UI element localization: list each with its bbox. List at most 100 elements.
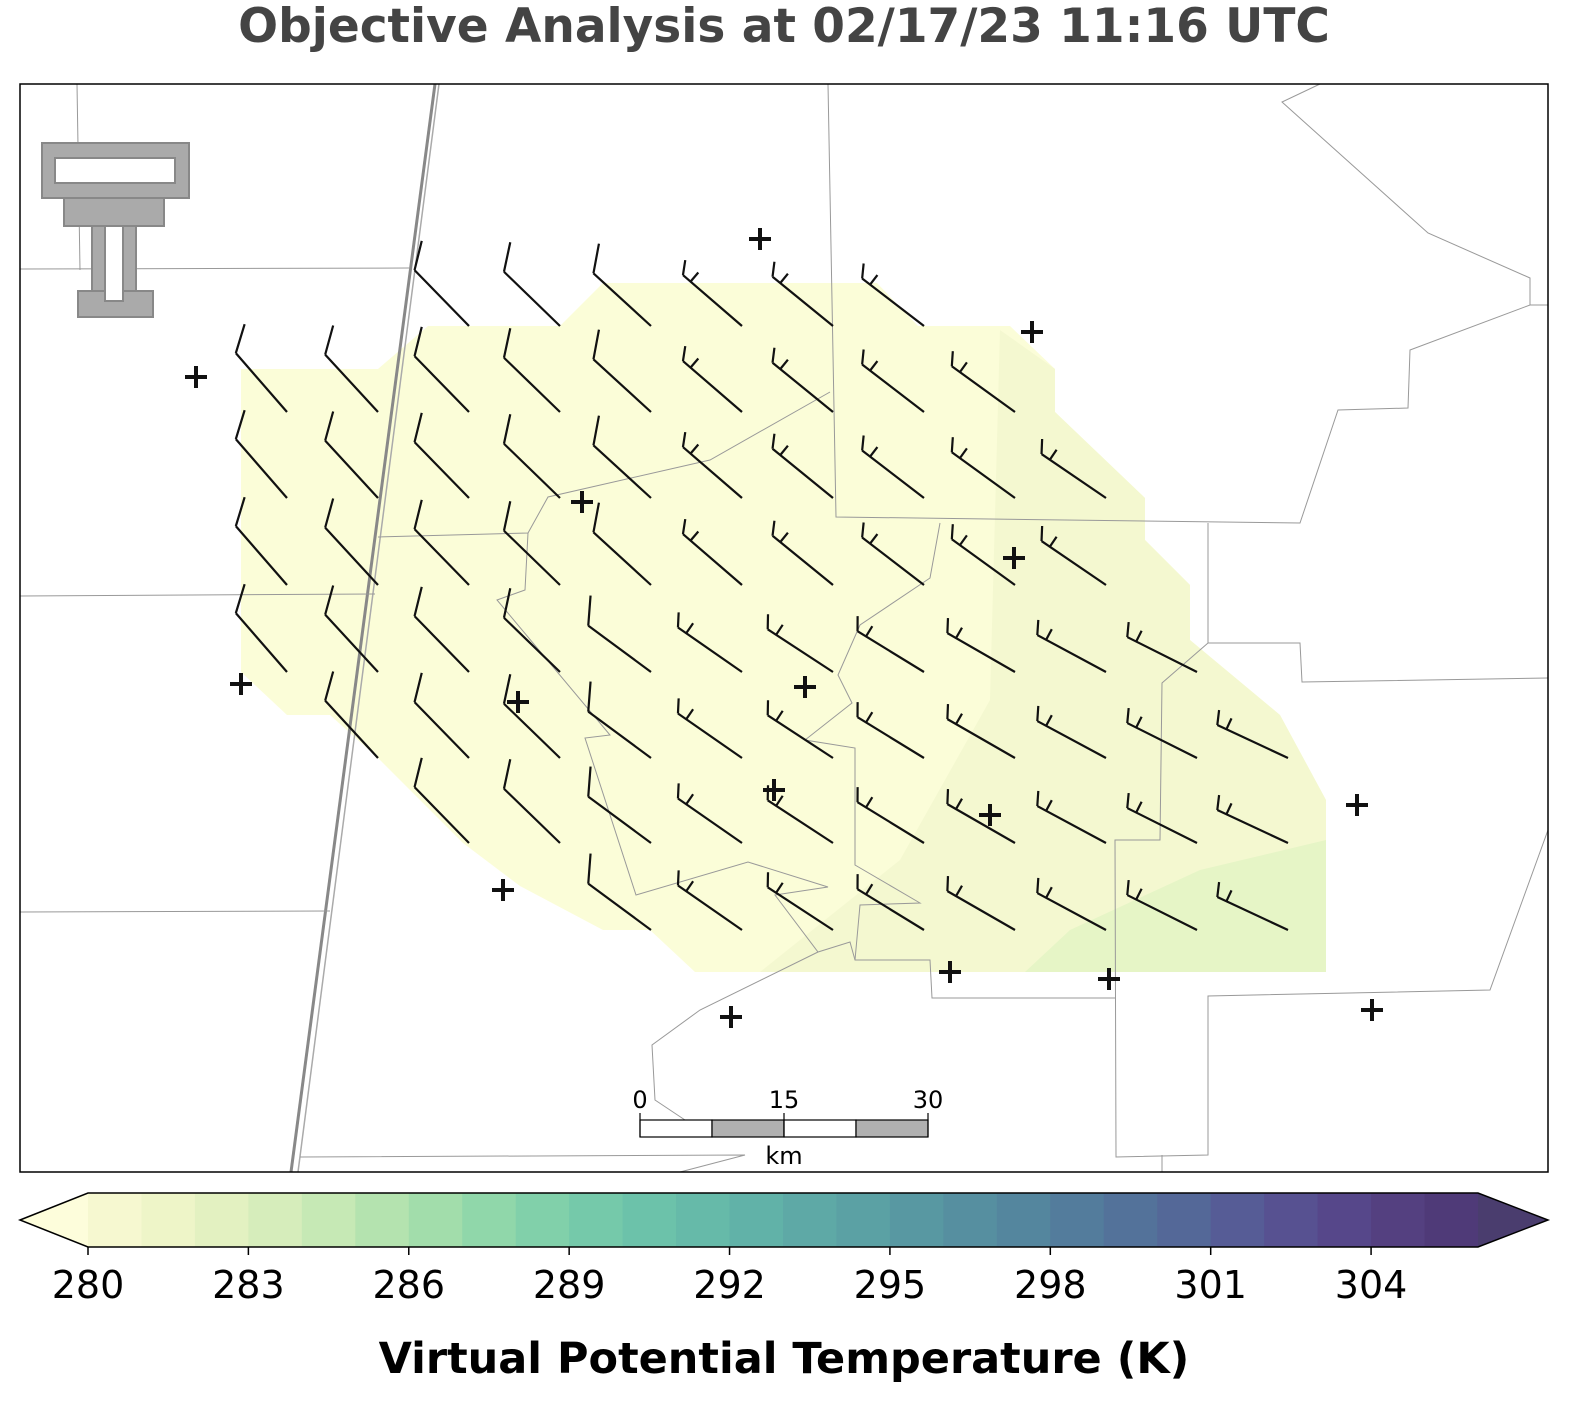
- wind-barb: [681, 518, 743, 586]
- colorbar-level: [1264, 1193, 1319, 1247]
- colorbar-tick-label: 304: [1335, 1263, 1408, 1307]
- wind-barb: [1040, 525, 1107, 586]
- wind-barb: [324, 498, 379, 586]
- wind-barb-tick: [865, 625, 874, 637]
- wind-barb: [856, 787, 925, 844]
- wind-barb: [946, 875, 1016, 931]
- wind-barb-tick: [685, 793, 695, 805]
- station: [230, 673, 252, 695]
- wind-barb-tick: [869, 360, 879, 372]
- station: [794, 676, 816, 698]
- colorbar-level: [301, 1193, 356, 1247]
- wind-barb-tick: [959, 361, 968, 373]
- colorbar-level: [676, 1193, 731, 1247]
- wind-barb: [681, 259, 743, 327]
- wind-barb-tick: [779, 532, 789, 543]
- wind-barb-tick: [685, 880, 695, 892]
- wind-barb: [861, 522, 925, 586]
- wind-barb: [413, 757, 470, 844]
- colorbar-level: [141, 1193, 196, 1247]
- wind-barb: [676, 783, 743, 844]
- wind-barb: [950, 351, 1016, 413]
- wind-barb: [413, 586, 470, 673]
- wind-barb-tick: [955, 627, 963, 639]
- colorbar-level: [1317, 1193, 1372, 1247]
- title: Objective Analysis at 02/17/23 11:16 UTC: [238, 0, 1330, 54]
- wind-barb: [502, 759, 561, 844]
- wind-barb: [766, 700, 834, 759]
- wind-barb: [413, 326, 470, 413]
- wind-barb-tick: [1135, 630, 1143, 642]
- wind-barb: [1126, 707, 1198, 759]
- wind-barb-tick: [779, 359, 789, 370]
- colorbar: Virtual Potential Temperature (K) 280 283…: [17, 1192, 1551, 1384]
- station: [1098, 968, 1120, 990]
- colorbar-tick-label: 283: [212, 1263, 285, 1307]
- station: [749, 228, 771, 250]
- logo-inner: [54, 157, 176, 184]
- colorbar-tick-label: 301: [1174, 1263, 1247, 1307]
- wind-barb: [1040, 438, 1107, 499]
- state-border: [289, 83, 437, 1173]
- wind-barb: [413, 499, 470, 586]
- wind-barb: [676, 612, 743, 673]
- colorbar-label: Virtual Potential Temperature (K): [379, 1334, 1190, 1384]
- county-border: [827, 83, 1548, 524]
- wind-barb: [324, 671, 379, 759]
- county-border: [1207, 523, 1549, 683]
- wind-barb-tick: [1045, 628, 1053, 641]
- wind-barb-tick: [689, 271, 700, 283]
- wind-barb: [587, 681, 652, 759]
- station: [939, 961, 961, 983]
- station: [507, 691, 529, 713]
- wind-barb: [234, 323, 288, 413]
- wind-barb-tick: [1225, 889, 1233, 902]
- colorbar-tick-label: 292: [693, 1263, 766, 1307]
- wind-barb: [681, 345, 743, 413]
- wind-barb: [592, 502, 652, 586]
- wind-barb: [234, 496, 288, 586]
- wind-barb: [946, 788, 1016, 844]
- wind-barb: [766, 614, 834, 673]
- wind-barb: [1036, 877, 1107, 931]
- station: [571, 491, 593, 513]
- wind-barb: [592, 415, 652, 499]
- wind-barb-tick: [685, 622, 695, 634]
- colorbar-level: [1210, 1193, 1265, 1247]
- wind-barb: [766, 785, 834, 844]
- wind-barb-tick: [689, 357, 700, 369]
- wind-barb-tick: [1135, 888, 1143, 900]
- colorbar-level: [408, 1193, 463, 1247]
- wind-barb: [1216, 881, 1289, 931]
- wind-barb-tick: [1045, 886, 1053, 899]
- colorbar-tick-label: 286: [373, 1263, 446, 1307]
- wind-barb-tick: [1048, 536, 1058, 548]
- colorbar-level: [515, 1193, 570, 1247]
- logo: [41, 142, 190, 318]
- wind-barb: [1036, 619, 1107, 673]
- wind-barb: [413, 240, 470, 327]
- station: [979, 804, 1001, 826]
- wind-barb: [324, 411, 379, 499]
- wind-barb: [324, 585, 379, 673]
- county-border: [299, 1154, 746, 1173]
- borders: [19, 83, 1549, 1173]
- wind-barb-tick: [865, 796, 874, 808]
- scale-segment: [639, 1119, 713, 1138]
- colorbar-level: [783, 1193, 837, 1247]
- map: km 0 15 30: [19, 83, 1549, 1173]
- station: [720, 1006, 742, 1028]
- wind-barb: [766, 872, 834, 931]
- colorbar-tick-label: 280: [52, 1263, 125, 1307]
- colorbar-level: [1050, 1193, 1105, 1247]
- station: [492, 879, 514, 901]
- scale-segment: [783, 1119, 857, 1138]
- wind-barb: [592, 243, 652, 327]
- wind-barb: [502, 501, 561, 586]
- scale-segment: [855, 1119, 929, 1138]
- scale-label: 15: [769, 1086, 800, 1114]
- scale-unit: km: [765, 1142, 802, 1170]
- wind-barb-tick: [1045, 714, 1053, 727]
- wind-barb: [234, 583, 288, 673]
